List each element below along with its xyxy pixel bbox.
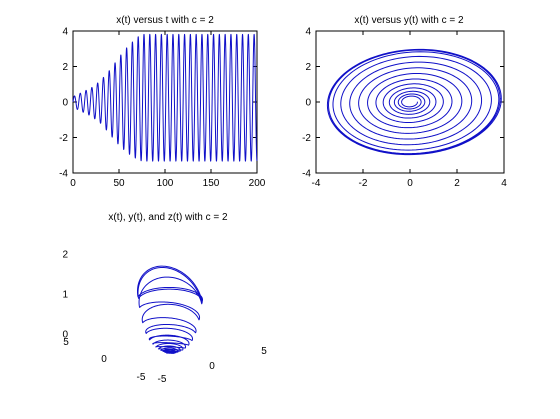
ax2-xtick-label-2: 0 bbox=[407, 178, 413, 189]
ax2-ytick-label-1: -2 bbox=[302, 133, 311, 144]
ax3-ytick-label-2: -5 bbox=[137, 372, 146, 383]
subplot-3d: x(t), y(t), and z(t) with c = 2 01250-5-… bbox=[62, 212, 267, 385]
ax3-ztick-label-0: 0 bbox=[62, 330, 68, 341]
subplot-3d-title: x(t), y(t), and z(t) with c = 2 bbox=[108, 212, 228, 223]
subplot-x-vs-y-axes bbox=[315, 30, 505, 174]
subplot-3d-series bbox=[136, 265, 204, 354]
ax1-ytick-label-3: 2 bbox=[62, 62, 68, 73]
ax2-ytick-label-3: 2 bbox=[305, 62, 311, 73]
ax2-xtick-label-1: -2 bbox=[359, 178, 368, 189]
ax1-xtick-label-1: 50 bbox=[113, 178, 125, 189]
ax3-xtick-label-0: -5 bbox=[158, 374, 167, 385]
subplot-x-vs-y: x(t) versus y(t) with c = 2 -4 -2 0 2 4 -4 -2 0… bbox=[302, 15, 507, 189]
ax2-xtick-label-0: -4 bbox=[312, 178, 321, 189]
subplot-x-vs-y-title: x(t) versus y(t) with c = 2 bbox=[354, 15, 464, 26]
ax1-xtick-label-2: 100 bbox=[157, 178, 174, 189]
ax1-ytick-label-1: -2 bbox=[59, 133, 68, 144]
ax3-xtick-label-2: 5 bbox=[261, 346, 267, 357]
ax2-xtick-label-4: 4 bbox=[501, 178, 507, 189]
ax1-xtick-label-3: 150 bbox=[203, 178, 220, 189]
ax3-ztick-label-2: 2 bbox=[62, 250, 68, 261]
subplot-x-vs-t-series bbox=[72, 33, 258, 162]
ax3-ztick-label-1: 1 bbox=[62, 290, 68, 301]
ax1-xtick-label-0: 0 bbox=[70, 178, 76, 189]
subplot-x-vs-t: x(t) versus t with c = 2 0 50 100 150 200 -4 -… bbox=[59, 15, 266, 189]
subplot-x-vs-y-ticks: -4 -2 0 2 4 -4 -2 0 2 4 bbox=[302, 27, 507, 190]
ax3-xtick-label-1: 0 bbox=[209, 361, 215, 372]
ax2-xtick-label-3: 2 bbox=[454, 178, 460, 189]
subplot-x-vs-t-title: x(t) versus t with c = 2 bbox=[116, 15, 214, 26]
subplot-x-vs-t-ticks: 0 50 100 150 200 -4 -2 0 2 4 bbox=[59, 27, 266, 190]
ax2-ytick-label-2: 0 bbox=[305, 98, 311, 109]
subplot-x-vs-y-series bbox=[326, 48, 502, 156]
ax1-ytick-label-2: 0 bbox=[62, 98, 68, 109]
ax3-ytick-label-0: 5 bbox=[63, 337, 69, 348]
ax2-ytick-label-4: 4 bbox=[305, 27, 311, 38]
ax1-ytick-label-4: 4 bbox=[62, 27, 68, 38]
ax2-ytick-label-0: -4 bbox=[302, 169, 311, 180]
ax1-xtick-label-4: 200 bbox=[249, 178, 266, 189]
ax1-ytick-label-0: -4 bbox=[59, 169, 68, 180]
ax3-ytick-label-1: 0 bbox=[101, 354, 107, 365]
